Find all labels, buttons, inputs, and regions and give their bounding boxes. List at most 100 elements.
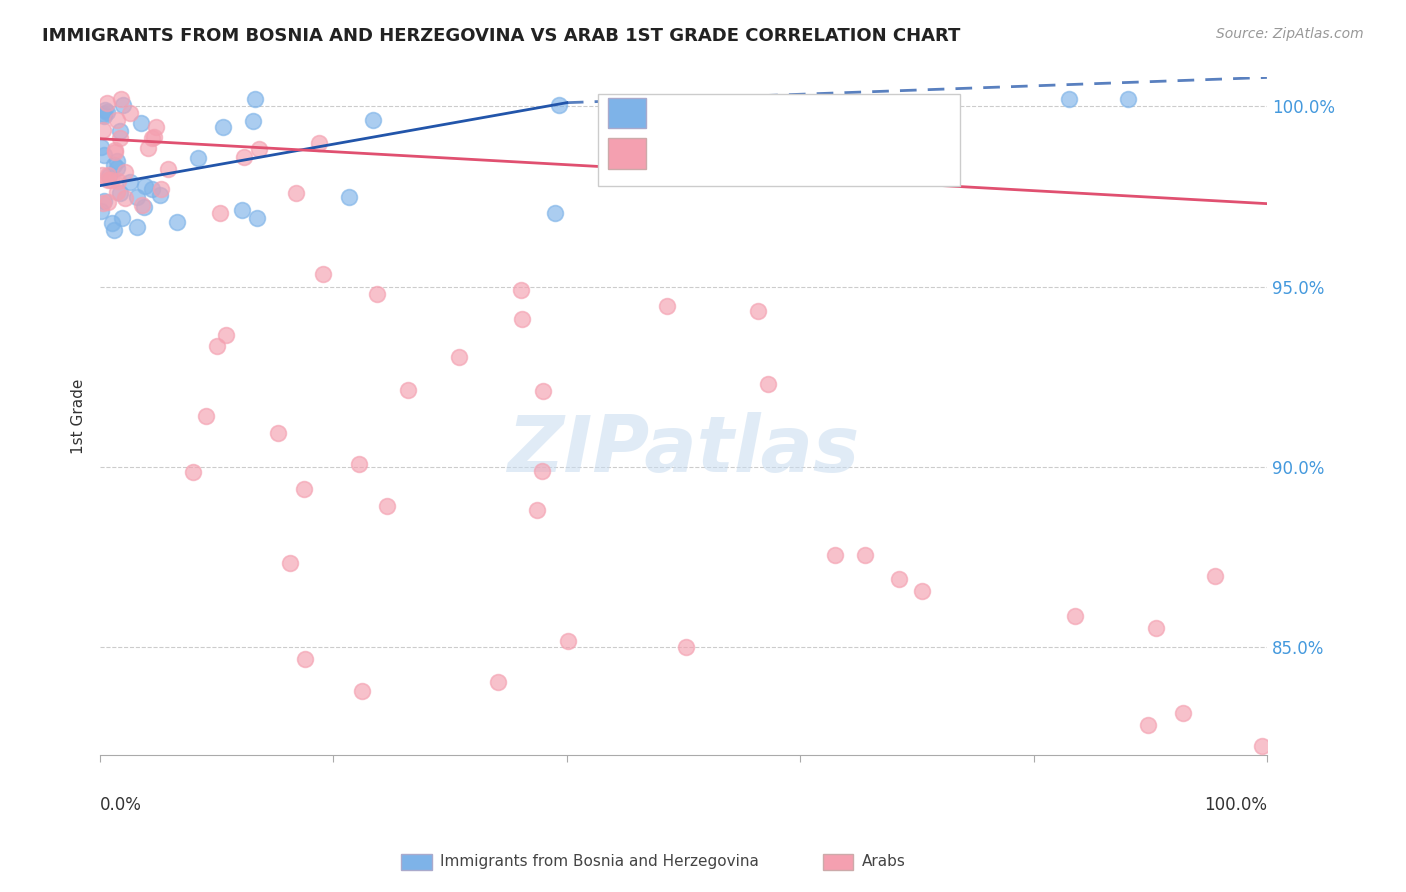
Point (544, 206, 567, 220)
Point (312, 267, 335, 281)
Point (114, 165, 136, 179)
Point (149, 182, 172, 196)
Point (105, 113, 128, 128)
Point (246, 211, 269, 225)
Text: Source: ZipAtlas.com: Source: ZipAtlas.com (1216, 27, 1364, 41)
Point (125, 220, 148, 235)
Point (127, 190, 149, 204)
Point (187, 151, 209, 165)
Point (166, 215, 188, 229)
Point (1251, 739, 1274, 753)
Point (149, 188, 172, 202)
Text: Immigrants from Bosnia and Herzegovina: Immigrants from Bosnia and Herzegovina (440, 855, 759, 869)
Point (294, 651, 316, 665)
Point (118, 175, 141, 189)
Text: IMMIGRANTS FROM BOSNIA AND HERZEGOVINA VS ARAB 1ST GRADE CORRELATION CHART: IMMIGRANTS FROM BOSNIA AND HERZEGOVINA V… (42, 27, 960, 45)
Point (247, 142, 270, 156)
Point (530, 464, 553, 478)
Point (93, 148, 115, 162)
Point (853, 548, 876, 562)
Point (1064, 608, 1087, 623)
Point (110, 131, 132, 145)
Point (143, 130, 166, 145)
Point (103, 223, 125, 237)
Point (114, 191, 136, 205)
Point (97, 173, 120, 187)
Point (97, 169, 120, 183)
Point (242, 114, 264, 128)
Point (101, 216, 124, 230)
Point (510, 283, 533, 297)
Point (375, 500, 398, 514)
Point (245, 92, 267, 106)
Point (337, 190, 360, 204)
Point (308, 136, 330, 150)
Point (211, 120, 233, 134)
Y-axis label: 1st Grade: 1st Grade (72, 379, 86, 454)
Point (510, 311, 533, 326)
Point (105, 185, 128, 199)
Point (103, 158, 125, 172)
Point (91, 196, 114, 211)
Point (104, 143, 127, 157)
Point (134, 178, 156, 193)
Point (557, 634, 579, 648)
Point (93, 194, 115, 208)
Point (141, 182, 163, 196)
Point (1144, 621, 1167, 635)
Point (141, 130, 163, 145)
Point (1204, 569, 1226, 583)
Point (97, 194, 120, 209)
Point (547, 98, 569, 112)
Point (97, 168, 120, 182)
Point (526, 503, 548, 517)
Point (90, 168, 112, 182)
Text: R =   0.217   N = 39: R = 0.217 N = 39 (658, 103, 858, 121)
Text: 100.0%: 100.0% (1204, 796, 1267, 814)
Point (824, 548, 846, 562)
Point (292, 482, 315, 496)
Text: 0.0%: 0.0% (100, 796, 142, 814)
Point (110, 92, 132, 106)
Point (111, 97, 134, 112)
Point (396, 383, 419, 397)
Point (96, 95, 118, 110)
Point (347, 458, 370, 472)
Point (94, 103, 117, 117)
Point (1116, 92, 1139, 106)
Point (111, 211, 134, 225)
Point (1171, 706, 1194, 720)
Point (1057, 92, 1080, 106)
Point (138, 141, 160, 155)
Point (675, 640, 697, 654)
Point (131, 198, 153, 212)
Point (1137, 718, 1160, 732)
Point (93, 109, 115, 123)
Point (105, 161, 128, 176)
Point (449, 351, 471, 365)
Point (233, 150, 256, 164)
FancyBboxPatch shape (599, 95, 960, 186)
Point (108, 124, 131, 138)
Point (361, 112, 384, 127)
Point (285, 186, 308, 201)
Point (96, 104, 118, 119)
Point (278, 557, 301, 571)
Point (366, 286, 388, 301)
Point (105, 154, 128, 169)
Point (93, 106, 115, 120)
Point (157, 162, 180, 177)
Point (208, 205, 231, 219)
Point (350, 684, 373, 698)
Text: R = -0.089   N = 66: R = -0.089 N = 66 (658, 145, 848, 163)
Point (91, 123, 114, 137)
Point (267, 425, 290, 440)
Point (129, 116, 152, 130)
Text: Arabs: Arabs (862, 855, 905, 869)
Point (104, 145, 127, 159)
Point (747, 304, 769, 318)
Point (887, 572, 910, 586)
Point (215, 327, 238, 342)
Point (231, 202, 253, 217)
Point (756, 376, 779, 391)
